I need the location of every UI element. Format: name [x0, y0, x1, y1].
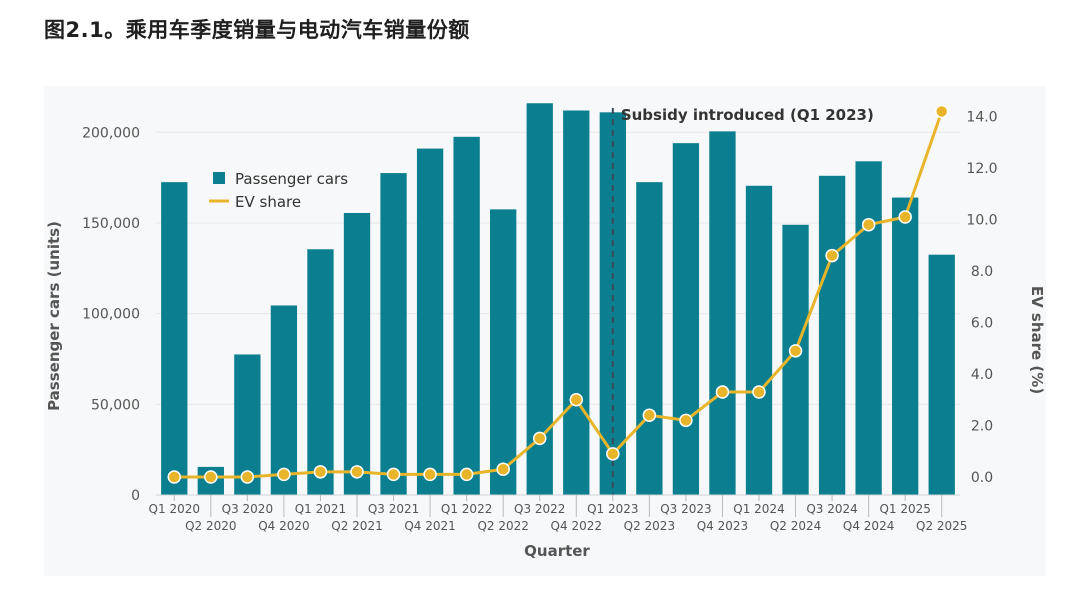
y2-tick-label: 8.0	[971, 264, 993, 280]
legend-label-passenger-cars: Passenger cars	[235, 170, 348, 188]
bar	[453, 136, 480, 495]
annotation-label: Subsidy introduced (Q1 2023)	[621, 106, 874, 124]
legend: Passenger cars EV share	[209, 170, 348, 211]
x-tick-label: Q3 2020	[222, 502, 273, 516]
y2-tick-label: 2.0	[971, 418, 993, 434]
ev-share-point	[313, 465, 328, 479]
bar	[745, 185, 773, 495]
x-tick-label: Q1 2024	[733, 502, 784, 516]
x-tick-label: Q2 2021	[331, 519, 382, 533]
combo-chart: Subsidy introduced (Q1 2023) Passenger c…	[45, 103, 1046, 560]
ev-share-point	[496, 462, 510, 477]
ev-share-point	[386, 467, 401, 482]
ev-share-point	[825, 248, 839, 263]
x-tick-label: Q2 2023	[624, 519, 675, 533]
bar	[270, 305, 298, 495]
y-tick-label: 150,000	[82, 216, 140, 232]
bar	[490, 209, 517, 495]
x-tick-label: Q1 2022	[441, 502, 492, 516]
y2-tick-label: 6.0	[971, 316, 993, 332]
bar	[709, 131, 736, 495]
y2-axis-title: EV share (%)	[1028, 286, 1046, 394]
bar	[672, 143, 700, 495]
ev-share-point	[204, 470, 218, 484]
ev-share-point	[277, 467, 291, 482]
ev-share-point	[350, 465, 364, 479]
ev-share-point	[642, 408, 657, 422]
ev-share-point	[934, 104, 949, 119]
y-tick-label: 50,000	[91, 397, 140, 413]
ev-share-point	[240, 470, 255, 484]
y-tick-label: 200,000	[82, 125, 140, 141]
x-tick-label: Q1 2023	[587, 502, 638, 516]
x-tick-label: Q3 2022	[514, 502, 565, 516]
y-tick-label: 100,000	[82, 307, 140, 323]
chart-panel: Subsidy introduced (Q1 2023) Passenger c…	[44, 86, 1046, 576]
x-tick-label: Q2 2025	[916, 519, 967, 533]
bar-series	[161, 103, 955, 496]
bar	[380, 173, 407, 496]
ev-share-point	[715, 385, 730, 399]
x-tick-label: Q3 2021	[368, 502, 419, 516]
ev-share-point	[532, 431, 547, 446]
ev-share-point	[788, 344, 803, 358]
x-tick-label: Q2 2020	[185, 519, 236, 533]
bar	[307, 249, 334, 495]
x-tick-label: Q4 2021	[404, 519, 455, 533]
bar	[416, 148, 444, 495]
bar	[855, 161, 882, 496]
page-title: 图2.1。乘用车季度销量与电动汽车销量份额	[44, 18, 470, 42]
x-tick-label: Q4 2024	[843, 519, 894, 533]
x-tick-label: Q4 2022	[551, 519, 602, 533]
x-tick-label: Q1 2025	[879, 502, 930, 516]
ev-share-line	[174, 110, 944, 479]
bar	[343, 212, 371, 495]
x-tick-label: Q3 2024	[806, 502, 857, 516]
x-tick-label: Q1 2021	[295, 502, 346, 516]
legend-label-ev-share: EV share	[235, 193, 301, 211]
y2-tick-label: 0.0	[971, 470, 993, 486]
x-tick-label: Q4 2020	[258, 519, 309, 533]
ev-share-point	[459, 467, 474, 482]
bar	[563, 110, 590, 495]
x-axis-title: Quarter	[524, 542, 590, 560]
bar	[636, 182, 663, 495]
bar	[161, 182, 188, 495]
ev-share-point	[861, 217, 876, 232]
y2-tick-label: 10.0	[966, 213, 997, 229]
ev-share-point	[752, 385, 766, 399]
y-axis-title: Passenger cars (units)	[45, 221, 63, 411]
axes: Passenger cars (units) EV share (%) Quar…	[45, 110, 1046, 560]
bar	[892, 197, 919, 495]
y-tick-label: 0	[131, 488, 140, 504]
x-tick-label: Q1 2020	[149, 502, 200, 516]
y2-tick-label: 4.0	[971, 367, 993, 383]
bar	[928, 254, 955, 495]
ev-share-point	[167, 470, 182, 484]
ev-share-point	[898, 210, 912, 224]
legend-bar-swatch	[213, 172, 225, 184]
annotation-group: Subsidy introduced (Q1 2023)	[611, 106, 874, 495]
ev-share-point	[606, 447, 620, 461]
ev-share-point	[679, 413, 693, 428]
ev-share-point	[569, 393, 584, 407]
x-tick-label: Q4 2023	[697, 519, 748, 533]
line-series	[167, 104, 949, 484]
x-tick-label: Q2 2022	[477, 519, 528, 533]
x-tick-label: Q2 2024	[770, 519, 821, 533]
ev-share-point	[423, 467, 437, 482]
y2-tick-label: 14.0	[966, 110, 997, 126]
bar	[818, 175, 846, 496]
x-tick-label: Q3 2023	[660, 502, 711, 516]
y2-tick-label: 12.0	[966, 161, 997, 177]
